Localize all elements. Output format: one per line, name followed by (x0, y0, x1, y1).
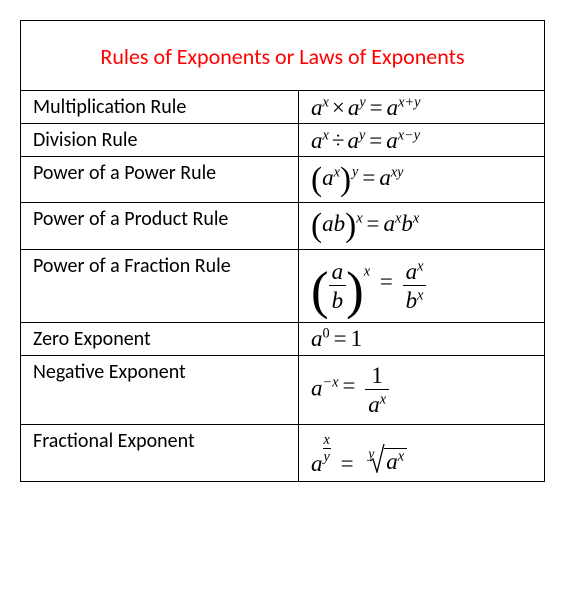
rule-formula: (ab)x = axbx (299, 250, 544, 322)
table-row: Power of a Product Rule (ab)x=axbx (21, 203, 544, 249)
table-row: Division Rule ax÷ay=ax−y (21, 124, 544, 157)
rule-name: Zero Exponent (21, 323, 299, 355)
rule-formula: ax÷ay=ax−y (299, 124, 544, 156)
table-row: Fractional Exponent axy = y ax (21, 425, 544, 481)
rule-formula: (ab)x=axbx (299, 203, 544, 248)
rule-formula: axy = y ax (299, 425, 544, 481)
rule-name: Power of a Fraction Rule (21, 250, 299, 322)
rule-name: Division Rule (21, 124, 299, 156)
rule-formula: a0=1 (299, 323, 544, 355)
table-row: Multiplication Rule ax×ay=ax+y (21, 91, 544, 124)
table-title: Rules of Exponents or Laws of Exponents (21, 21, 544, 91)
exponent-rules-table: Rules of Exponents or Laws of Exponents … (20, 20, 545, 482)
rule-name: Power of a Power Rule (21, 157, 299, 202)
rule-name: Fractional Exponent (21, 425, 299, 481)
table-row: Power of a Fraction Rule (ab)x = axbx (21, 250, 544, 323)
rule-name: Power of a Product Rule (21, 203, 299, 248)
rule-formula: (ax)y=axy (299, 157, 544, 202)
rule-name: Multiplication Rule (21, 91, 299, 123)
rule-formula: ax×ay=ax+y (299, 91, 544, 123)
table-row: Power of a Power Rule (ax)y=axy (21, 157, 544, 203)
table-row: Negative Exponent a−x= 1ax (21, 356, 544, 425)
rule-name: Negative Exponent (21, 356, 299, 424)
table-row: Zero Exponent a0=1 (21, 323, 544, 356)
rule-formula: a−x= 1ax (299, 356, 544, 424)
radical-icon: y ax (363, 443, 407, 473)
